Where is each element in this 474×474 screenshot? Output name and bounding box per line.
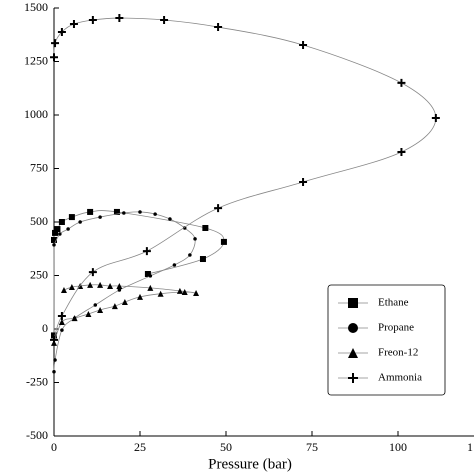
data-point — [97, 306, 104, 313]
data-point — [157, 290, 164, 297]
data-point — [51, 236, 57, 243]
data-point — [147, 284, 154, 291]
y-tick-label: -500 — [26, 428, 48, 442]
data-point — [58, 318, 65, 325]
data-point — [71, 315, 78, 322]
legend-label: Ethane — [378, 297, 409, 309]
data-point — [202, 224, 209, 231]
data-point — [51, 332, 57, 339]
data-point — [60, 287, 67, 294]
data-point — [122, 211, 126, 215]
data-point — [117, 288, 122, 292]
data-point — [172, 263, 177, 267]
data-point — [431, 113, 440, 122]
data-point — [85, 311, 92, 318]
y-tick-label: -250 — [26, 374, 48, 388]
y-tick-label: 1250 — [24, 53, 48, 67]
y-tick-label: 250 — [30, 267, 48, 281]
data-point — [111, 303, 118, 310]
data-point — [57, 311, 66, 320]
data-point — [153, 212, 157, 216]
data-point — [181, 288, 188, 295]
legend-marker — [348, 373, 358, 383]
data-point — [53, 358, 57, 362]
x-tick-label: 1 — [467, 440, 473, 454]
legend-box — [327, 284, 446, 396]
series-line — [53, 284, 197, 344]
y-tick-label: 1500 — [24, 0, 48, 14]
data-point — [299, 41, 308, 50]
data-point — [107, 282, 114, 289]
x-tick-label: 50 — [220, 440, 232, 454]
data-point — [57, 27, 66, 36]
data-point — [58, 232, 62, 236]
y-tick-label: 0 — [42, 321, 48, 335]
data-point — [193, 237, 197, 241]
data-point — [58, 219, 65, 225]
data-point — [50, 335, 58, 344]
data-point — [50, 53, 58, 62]
legend-label: Propane — [378, 322, 414, 334]
x-tick-label: 100 — [389, 440, 407, 454]
data-point — [78, 220, 82, 224]
data-point — [97, 281, 104, 288]
y-tick-label: 500 — [30, 214, 48, 228]
data-point — [160, 15, 169, 24]
legend-marker — [348, 298, 358, 308]
x-axis-title: Pressure (bar) — [208, 456, 292, 472]
data-point — [52, 229, 59, 236]
data-point — [193, 290, 200, 297]
data-point — [116, 282, 123, 289]
data-point — [51, 39, 60, 48]
legend-marker — [348, 323, 358, 333]
data-point — [98, 215, 102, 219]
data-point — [137, 293, 143, 300]
y-tick-label: 1000 — [24, 107, 48, 121]
data-point — [397, 148, 406, 157]
legend-marker — [348, 348, 358, 358]
data-point — [168, 217, 172, 221]
data-point — [66, 227, 70, 231]
data-point — [121, 299, 128, 306]
data-point — [69, 20, 78, 29]
data-point — [93, 303, 98, 307]
data-point — [88, 268, 97, 277]
x-tick-label: 75 — [306, 440, 318, 454]
data-point — [214, 204, 223, 213]
data-point — [60, 328, 64, 332]
x-tick-label: 25 — [134, 440, 146, 454]
data-point — [142, 247, 151, 256]
data-point — [144, 271, 151, 278]
data-point — [88, 15, 97, 24]
data-point — [138, 210, 142, 214]
data-point — [54, 226, 61, 233]
legend-label: Ammonia — [378, 372, 422, 384]
data-point — [220, 238, 227, 245]
data-point — [199, 256, 206, 263]
data-point — [214, 23, 223, 32]
data-point — [176, 287, 183, 294]
data-point — [397, 78, 406, 87]
x-tick-label: 0 — [51, 440, 57, 454]
data-point — [87, 281, 94, 288]
series-line — [53, 211, 196, 372]
data-point — [299, 177, 308, 186]
data-point — [68, 214, 75, 221]
data-point — [87, 208, 94, 215]
data-point — [115, 14, 124, 23]
data-point — [148, 274, 153, 278]
data-point — [52, 243, 56, 247]
data-point — [52, 370, 56, 374]
data-point — [188, 253, 192, 257]
legend-label: Freon-12 — [378, 347, 418, 359]
data-point — [68, 284, 75, 291]
data-point — [113, 208, 120, 215]
y-tick-label: 750 — [30, 160, 48, 174]
